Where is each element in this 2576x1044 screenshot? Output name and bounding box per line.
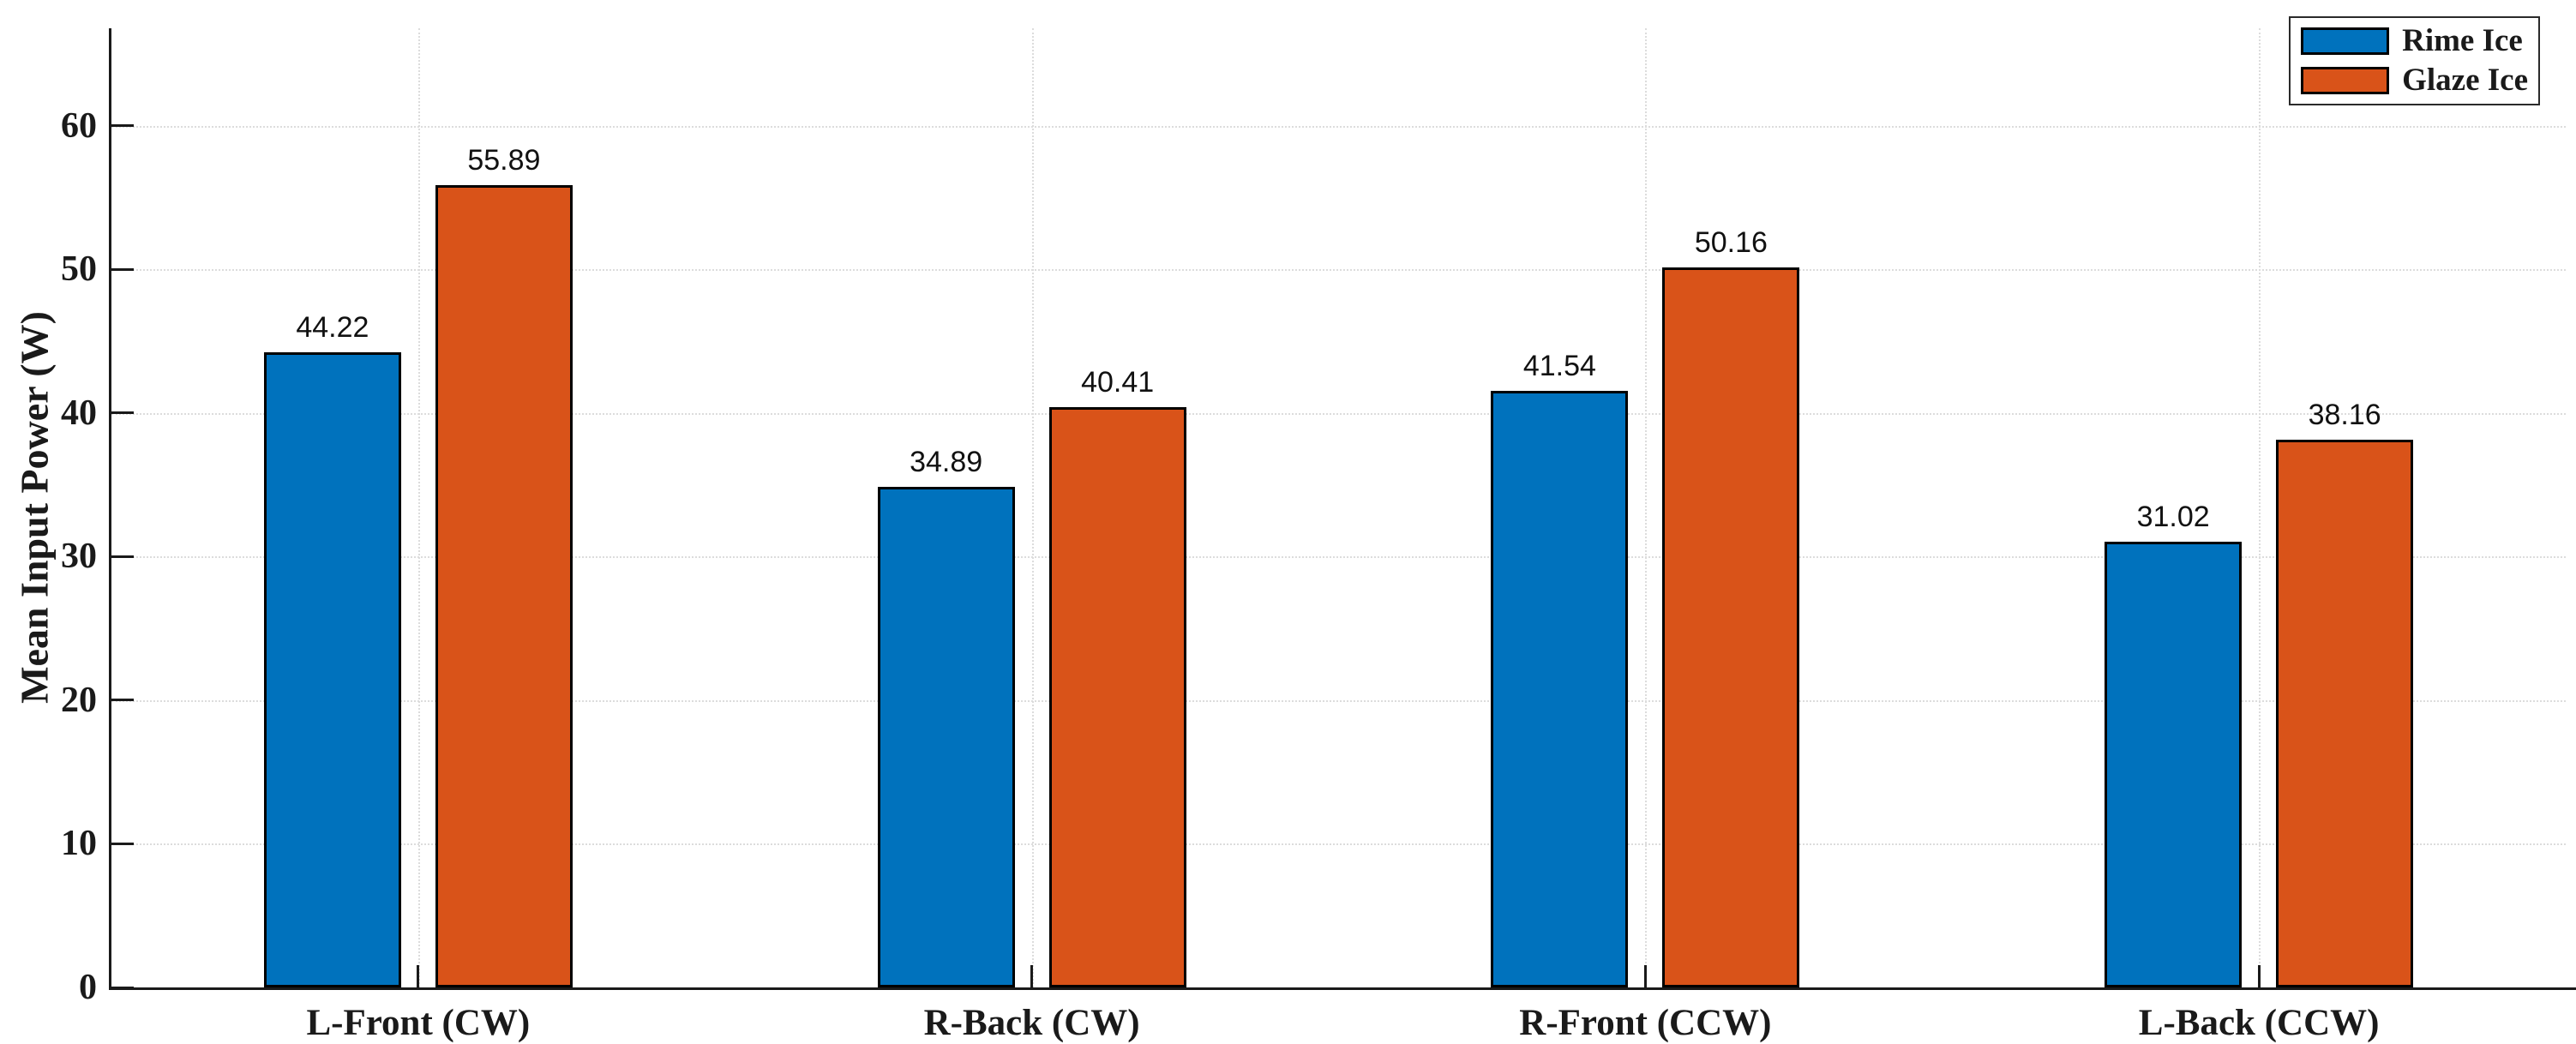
bar-rime-ice-l-front-cw (263, 352, 401, 987)
bar-rime-ice-l-back-ccw (2105, 542, 2243, 987)
bar-value-label-rime-ice-l-front-cw: 44.22 (296, 311, 369, 345)
y-gridline-60 (111, 125, 2566, 128)
bar-value-label-rime-ice-r-front-ccw: 41.54 (1522, 350, 1596, 383)
y-tick-label-50: 50 (61, 249, 97, 290)
bar-glaze-ice-l-front-cw (435, 184, 573, 987)
plot-area: 0 10 20 30 40 50 60 L-Front (CW) 44.22 55.89 R-Bac… (61, 28, 2566, 1041)
x-tick-label-r-back-cw: R-Back (CW) (923, 1003, 1140, 1043)
y-tick-label-20: 20 (61, 680, 97, 720)
legend-item-rime-ice: Rime Ice (2301, 25, 2528, 57)
y-gridline-40 (111, 412, 2566, 415)
y-tick-mark-40 (111, 411, 134, 415)
x-tick-mark-l-back-ccw (2257, 965, 2261, 987)
bar-rime-ice-r-back-cw (877, 486, 1015, 987)
y-tick-label-0: 0 (79, 968, 97, 1007)
legend-item-glaze-ice: Glaze Ice (2301, 64, 2528, 97)
x-tick-mark-l-front-cw (417, 965, 420, 987)
x-gridline-r-front-ccw (1645, 28, 1648, 987)
x-tick-mark-r-front-ccw (1643, 965, 1647, 987)
bar-glaze-ice-r-back-cw (1048, 407, 1186, 987)
x-gridline-l-back-ccw (2259, 28, 2261, 987)
bar-value-label-rime-ice-r-back-cw: 34.89 (910, 445, 983, 478)
y-tick-label-60: 60 (61, 105, 97, 146)
y-tick-mark-30 (111, 555, 134, 558)
x-tick-label-r-front-ccw: R-Front (CCW) (1519, 1003, 1772, 1043)
y-tick-mark-50 (111, 267, 134, 271)
y-tick-mark-0 (111, 986, 134, 989)
bar-value-label-glaze-ice-r-back-cw: 40.41 (1081, 366, 1155, 399)
legend-label-rime-ice: Rime Ice (2402, 23, 2523, 58)
bar-value-label-rime-ice-l-back-ccw: 31.02 (2136, 501, 2210, 534)
y-axis-title: Mean Input Power (W) (12, 311, 57, 704)
x-tick-mark-r-back-cw (1030, 965, 1034, 987)
bar-rime-ice-r-front-ccw (1491, 391, 1629, 987)
legend-label-glaze-ice: Glaze Ice (2402, 63, 2528, 98)
y-tick-label-30: 30 (61, 537, 97, 577)
x-axis-line-extension (2563, 987, 2576, 990)
y-gridline-30 (111, 556, 2566, 559)
x-tick-label-l-front-cw: L-Front (CW) (306, 1003, 531, 1043)
bar-value-label-glaze-ice-r-front-ccw: 50.16 (1694, 225, 1768, 259)
y-gridline-20 (111, 699, 2566, 702)
y-tick-mark-20 (111, 699, 134, 702)
y-tick-label-10: 10 (61, 824, 97, 864)
y-gridline-10 (111, 843, 2566, 846)
legend-swatch-glaze-ice (2301, 67, 2390, 94)
y-tick-mark-10 (111, 842, 134, 845)
y-gridline-50 (111, 269, 2566, 272)
y-tick-label-40: 40 (61, 393, 97, 433)
bar-value-label-glaze-ice-l-back-ccw: 38.16 (2308, 398, 2381, 431)
legend: Rime Ice Glaze Ice (2289, 16, 2540, 105)
bar-glaze-ice-l-back-ccw (2276, 439, 2414, 987)
x-gridline-r-back-cw (1031, 28, 1034, 987)
bar-value-label-glaze-ice-l-front-cw: 55.89 (467, 143, 541, 177)
x-gridline-l-front-cw (417, 28, 420, 987)
y-tick-mark-60 (111, 124, 134, 128)
legend-swatch-rime-ice (2301, 27, 2390, 55)
x-tick-label-l-back-ccw: L-Back (CCW) (2138, 1003, 2380, 1043)
bar-glaze-ice-r-front-ccw (1662, 267, 1800, 987)
